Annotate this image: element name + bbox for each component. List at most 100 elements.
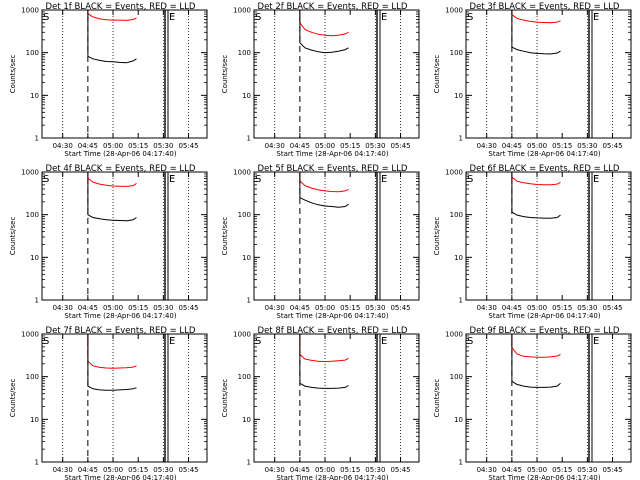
y-tick-label: 10 — [30, 254, 39, 262]
y-tick-label: 1 — [35, 459, 39, 467]
x-tick-label: 04:30 — [265, 466, 285, 474]
y-tick-label: 100 — [238, 211, 251, 219]
x-tick-label: 05:15 — [552, 466, 572, 474]
x-tick-label: 05:45 — [178, 466, 198, 474]
x-tick-label: 04:45 — [78, 142, 98, 150]
x-tick-label: 05:30 — [153, 142, 173, 150]
y-tick-label: 100 — [238, 49, 251, 57]
plot-frame — [41, 333, 208, 463]
marker-e: E — [169, 336, 175, 347]
plot-frame — [41, 171, 208, 301]
y-axis-label: Counts/sec — [433, 55, 441, 94]
y-tick-label: 1000 — [233, 169, 251, 177]
series-events-line — [87, 334, 137, 391]
y-tick-label: 1000 — [233, 331, 251, 339]
marker-f: F — [169, 12, 175, 23]
y-tick-label: 10 — [242, 92, 251, 100]
series-lld-line — [87, 172, 137, 187]
marker-s: S — [467, 336, 473, 347]
y-tick-label: 1000 — [21, 331, 39, 339]
x-tick-label: 05:30 — [153, 466, 173, 474]
series-events-line — [299, 10, 349, 54]
y-tick-label: 10 — [242, 254, 251, 262]
marker-f: F — [381, 336, 387, 347]
marker-e: E — [381, 336, 387, 347]
y-tick-label: 10 — [454, 416, 463, 424]
panel-7: 1 10 100 1000 04:30 04:45 05:00 05:15 05:30 05:45… — [9, 326, 208, 480]
x-tick-label: 05:45 — [390, 142, 410, 150]
x-axis-label: Start Time (28-Apr-06 04:17:40) — [64, 150, 176, 158]
marker-f: F — [593, 174, 599, 185]
panel-title: Det 7f BLACK = Events, RED = LLD — [46, 326, 196, 336]
series-events-line — [511, 10, 561, 55]
x-tick-label: 04:45 — [78, 466, 98, 474]
y-tick-label: 1000 — [21, 7, 39, 15]
panel-1: 1 10 100 1000 04:30 04:45 05:00 05:15 05:30 05:45… — [9, 2, 208, 158]
x-tick-label: 04:45 — [290, 142, 310, 150]
x-tick-label: 05:30 — [153, 304, 173, 312]
series-events-line — [511, 172, 561, 219]
marker-s: S — [43, 336, 49, 347]
x-axis-label: Start Time (28-Apr-06 04:17:40) — [488, 312, 600, 320]
y-tick-label: 1 — [35, 297, 39, 305]
series-lld-line — [87, 334, 137, 369]
x-tick-label: 05:30 — [577, 304, 597, 312]
marker-f: F — [381, 174, 387, 185]
panel-title: Det 3f BLACK = Events, RED = LLD — [470, 2, 620, 12]
x-tick-label: 05:15 — [552, 304, 572, 312]
plot-frame — [253, 9, 420, 139]
y-tick-label: 10 — [242, 416, 251, 424]
y-axis-label: Counts/sec — [221, 379, 229, 418]
x-tick-label: 05:15 — [340, 142, 360, 150]
y-axis-label: Counts/sec — [9, 55, 17, 94]
panel-9: 1 10 100 1000 04:30 04:45 05:00 05:15 05:30 05:45… — [433, 326, 632, 480]
series-lld-line — [299, 172, 349, 193]
x-axis-label: Start Time (28-Apr-06 04:17:40) — [276, 312, 388, 320]
y-tick-label: 1 — [247, 135, 251, 143]
panel-4: 1 10 100 1000 04:30 04:45 05:00 05:15 05:30 05:45… — [9, 164, 208, 320]
x-tick-label: 04:30 — [53, 304, 73, 312]
y-tick-label: 1 — [459, 297, 463, 305]
y-tick-label: 1000 — [445, 7, 463, 15]
x-tick-label: 04:45 — [502, 304, 522, 312]
y-tick-label: 10 — [454, 92, 463, 100]
y-tick-label: 100 — [450, 211, 463, 219]
panel-6: 1 10 100 1000 04:30 04:45 05:00 05:15 05:30 05:45… — [433, 164, 632, 320]
series-events-line — [511, 334, 561, 388]
marker-e: E — [169, 174, 175, 185]
y-tick-label: 10 — [30, 416, 39, 424]
series-events-line — [87, 10, 137, 64]
x-tick-label: 05:45 — [178, 304, 198, 312]
panel-title: Det 8f BLACK = Events, RED = LLD — [258, 326, 408, 336]
series-lld-line — [511, 10, 561, 24]
x-tick-label: 05:15 — [128, 142, 148, 150]
marker-s: S — [43, 174, 49, 185]
marker-s: S — [467, 12, 473, 23]
series-lld-line — [511, 172, 561, 186]
x-tick-label: 05:00 — [527, 304, 547, 312]
marker-s: S — [43, 12, 49, 23]
x-axis-label: Start Time (28-Apr-06 04:17:40) — [276, 474, 388, 480]
panel-title: Det 1f BLACK = Events, RED = LLD — [46, 2, 196, 12]
x-tick-label: 05:45 — [602, 142, 622, 150]
marker-e: E — [169, 12, 175, 23]
series-events-line — [299, 172, 349, 208]
marker-e: E — [381, 12, 387, 23]
y-tick-label: 1 — [35, 135, 39, 143]
x-tick-label: 05:00 — [103, 466, 123, 474]
y-axis-label: Counts/sec — [9, 379, 17, 418]
series-events-line — [299, 334, 349, 389]
x-tick-label: 04:45 — [78, 304, 98, 312]
x-tick-label: 05:00 — [527, 142, 547, 150]
x-tick-label: 05:00 — [103, 142, 123, 150]
x-tick-label: 04:45 — [290, 304, 310, 312]
y-tick-label: 1 — [459, 459, 463, 467]
marker-f: F — [169, 174, 175, 185]
x-tick-label: 05:00 — [527, 466, 547, 474]
x-axis-label: Start Time (28-Apr-06 04:17:40) — [276, 150, 388, 158]
y-tick-label: 10 — [454, 254, 463, 262]
x-tick-label: 04:30 — [53, 466, 73, 474]
x-tick-label: 05:45 — [602, 466, 622, 474]
marker-f: F — [381, 12, 387, 23]
y-tick-label: 100 — [450, 373, 463, 381]
